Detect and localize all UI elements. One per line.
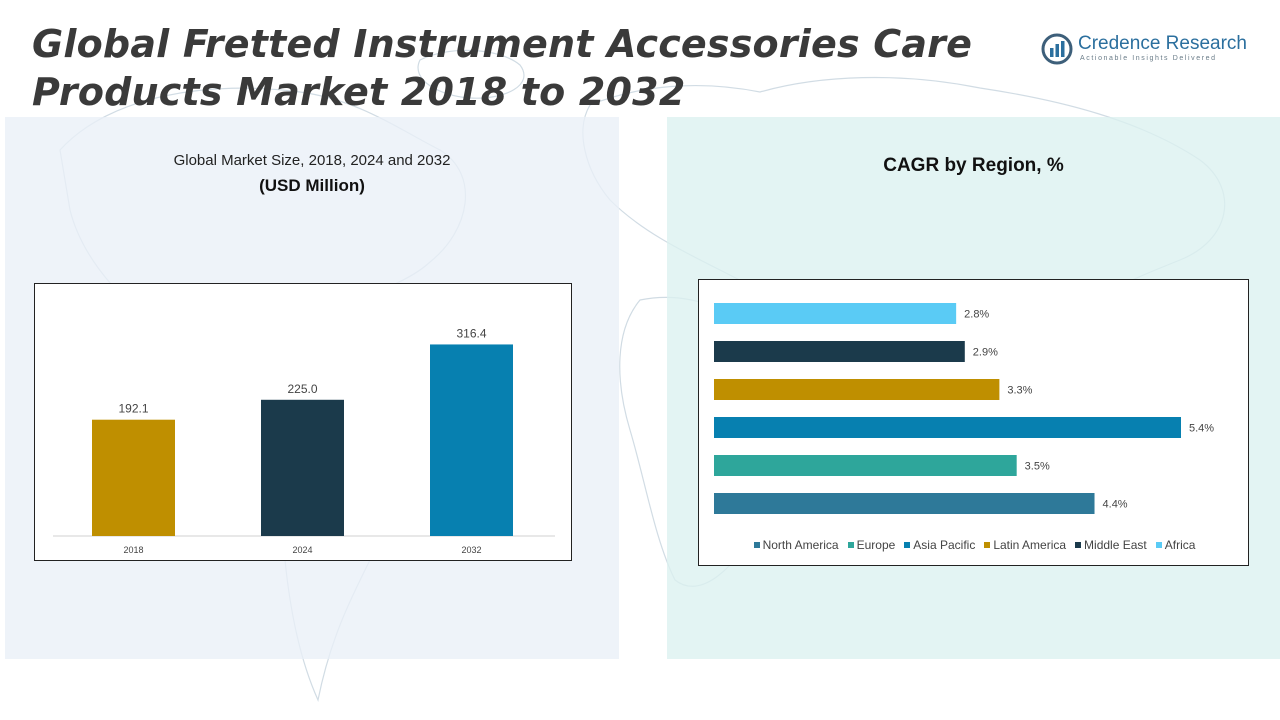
legend-swatch xyxy=(1155,542,1162,548)
bar-value-label: 316.4 xyxy=(456,326,486,340)
logo-tagline: Actionable Insights Delivered xyxy=(1080,55,1217,62)
legend-label: North America xyxy=(762,538,839,552)
cagr-legend: North America Europe Asia Pacific Latin Ame… xyxy=(699,538,1250,552)
legend-label: Africa xyxy=(1164,538,1196,552)
credence-logo-icon xyxy=(1041,33,1073,65)
legend-item: North America xyxy=(753,538,839,552)
cagr-bars: 2.8% 2.9% 3.3% 5.4% 3.5% 4.4% xyxy=(714,303,1214,514)
legend-swatch xyxy=(753,542,760,548)
legend-label: Asia Pacific xyxy=(913,538,976,552)
legend-swatch xyxy=(904,542,911,548)
cagr-value-label: 4.4% xyxy=(1103,499,1128,511)
cagr-bar-middle-east xyxy=(714,341,965,362)
page-title: Global Fretted Instrument Accessories Ca… xyxy=(32,22,973,114)
legend-item: Middle East xyxy=(1075,538,1147,552)
cagr-value-label: 3.3% xyxy=(1007,385,1032,397)
bar-value-label: 192.1 xyxy=(118,402,148,416)
bar-2024 xyxy=(261,399,344,536)
bar-2032 xyxy=(430,344,513,536)
company-logo: Credence Research Actionable Insights De… xyxy=(1040,30,1260,70)
cagr-value-label: 2.9% xyxy=(973,347,998,359)
market-size-unit: (USD Million) xyxy=(259,176,365,195)
cagr-bar-europe xyxy=(714,455,1017,476)
legend-item: Africa xyxy=(1155,538,1196,552)
cagr-bar-africa xyxy=(714,303,957,324)
cagr-value-label: 3.5% xyxy=(1025,461,1050,473)
legend-item: Latin America xyxy=(984,538,1066,552)
x-tick-label: 2018 xyxy=(123,545,143,555)
legend-label: Europe xyxy=(856,538,896,552)
legend-label: Middle East xyxy=(1084,538,1147,552)
bar-value-label: 225.0 xyxy=(287,382,317,396)
legend-item: Asia Pacific xyxy=(904,538,975,552)
cagr-bar-latin-america xyxy=(714,379,1000,400)
cagr-value-label: 5.4% xyxy=(1189,423,1214,435)
legend-item: Europe xyxy=(847,538,896,552)
cagr-bar-north-america xyxy=(714,493,1095,514)
x-tick-label: 2024 xyxy=(292,545,312,555)
market-size-bars: 192.1 2018 225.0 2024 316.4 2032 xyxy=(53,326,555,555)
market-size-chart: 192.1 2018 225.0 2024 316.4 2032 xyxy=(34,283,572,561)
cagr-bar-asia-pacific xyxy=(714,417,1181,438)
x-tick-label: 2032 xyxy=(461,545,481,555)
cagr-title: CAGR by Region, % xyxy=(883,155,1064,176)
cagr-value-label: 2.8% xyxy=(964,309,989,321)
legend-swatch xyxy=(1075,542,1082,548)
logo-name: Credence Research xyxy=(1078,33,1247,54)
cagr-chart: 2.8% 2.9% 3.3% 5.4% 3.5% 4.4% North America Eu… xyxy=(698,279,1249,566)
legend-label: Latin America xyxy=(993,538,1067,552)
legend-swatch xyxy=(984,542,991,548)
bar-2018 xyxy=(92,419,175,536)
market-size-subtitle: Global Market Size, 2018, 2024 and 2032 xyxy=(173,152,451,169)
legend-swatch xyxy=(847,542,854,548)
